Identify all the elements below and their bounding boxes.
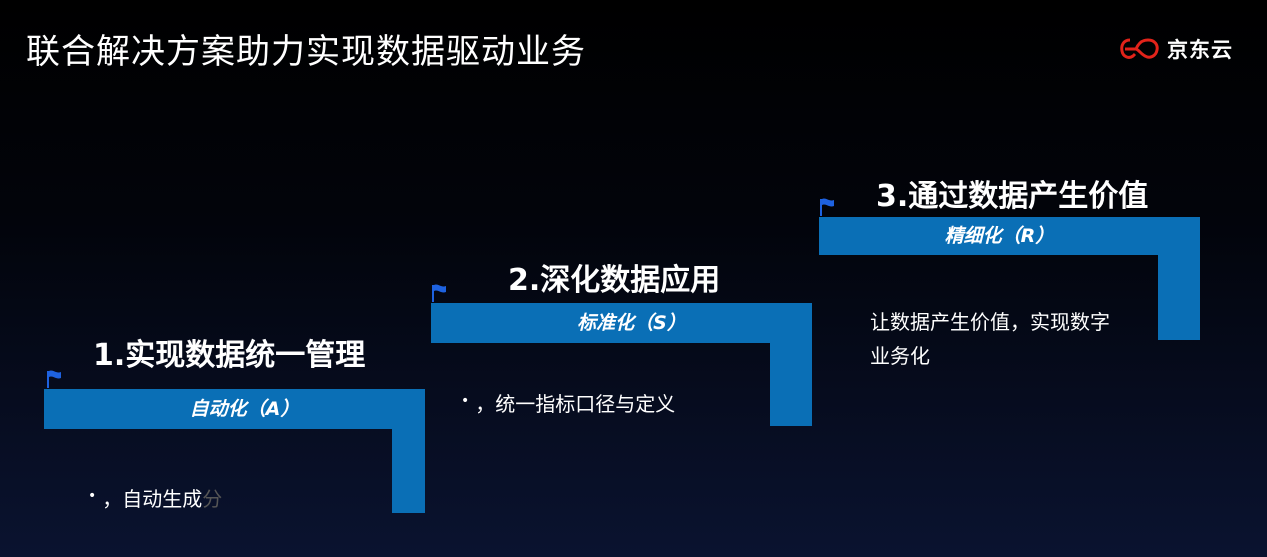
step-2-title: 2.深化数据应用: [508, 263, 721, 298]
bullet: •: [88, 488, 97, 504]
step-1-title: 1.实现数据统一管理: [93, 338, 366, 373]
step-1-stem: [392, 429, 425, 513]
flag-icon: [47, 370, 61, 388]
step-1-bar: 自动化（A）: [44, 389, 425, 429]
step-2-bar-label: 标准化（S）: [577, 312, 686, 334]
step-3-bar: 精细化（R）: [819, 217, 1200, 255]
page-title: 联合解决方案助力实现数据驱动业务: [26, 32, 586, 72]
logo-text: 京东云: [1167, 38, 1233, 62]
step-2-bar: 标准化（S）: [431, 303, 812, 343]
step-3-title: 3.通过数据产生价值: [876, 179, 1149, 214]
step-3-desc: 让数据产生价值，实现数字 业务化: [870, 310, 1110, 368]
jd-cloud-logo-icon: [1120, 38, 1159, 59]
bullet: •: [461, 393, 470, 409]
step-2-stem: [770, 343, 812, 426]
step-3-stem: [1158, 255, 1200, 340]
flag-icon: [432, 284, 446, 302]
step-3-bar-label: 精细化（R）: [944, 225, 1055, 247]
step-2-desc: • ，统一指标口径与定义: [461, 392, 676, 416]
step-1-desc: • ，自动生成分: [88, 487, 223, 511]
step-1-bar-label: 自动化（A）: [189, 398, 300, 420]
jd-cloud-logo: 京东云: [1119, 33, 1233, 65]
flag-icon: [820, 198, 834, 216]
